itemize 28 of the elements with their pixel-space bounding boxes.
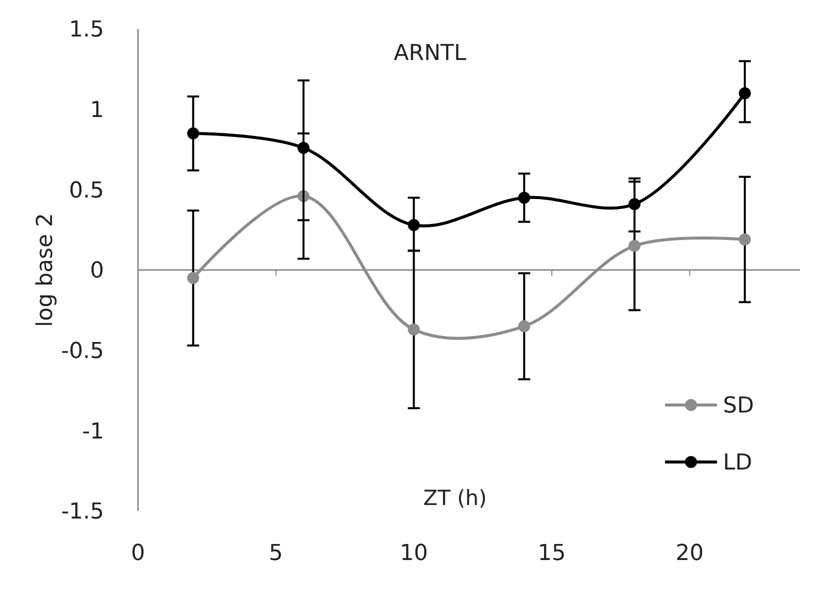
point	[408, 219, 420, 232]
point	[518, 320, 530, 332]
y-tick-label: 0	[90, 258, 104, 284]
point	[408, 323, 420, 336]
x-tick-label: 20	[676, 541, 704, 566]
x-tick-label: 0	[131, 541, 145, 566]
point	[738, 233, 751, 246]
legend-label: SD	[723, 394, 754, 419]
point	[628, 240, 640, 252]
y-tick-label: -1.5	[61, 500, 104, 525]
y-tick-label: 1	[90, 98, 104, 124]
x-axis-title: ZT (h)	[423, 486, 487, 510]
x-tick-label: 10	[400, 541, 428, 566]
point	[187, 127, 200, 140]
point	[738, 87, 751, 100]
y-tick-label: -0.5	[61, 339, 104, 364]
y-tick-label: 1.5	[69, 18, 104, 43]
point	[187, 272, 200, 284]
y-tick-label: -1	[82, 419, 104, 444]
y-axis-title: log base 2	[33, 213, 58, 327]
text: ARNTL	[394, 41, 467, 66]
x-tick-label: 15	[538, 541, 566, 566]
y-tick-label: 0.5	[69, 178, 104, 204]
point	[518, 192, 530, 204]
x-tick-label: 5	[268, 541, 283, 566]
legend-label: LD	[723, 450, 752, 476]
point	[628, 198, 640, 210]
point	[298, 142, 310, 154]
